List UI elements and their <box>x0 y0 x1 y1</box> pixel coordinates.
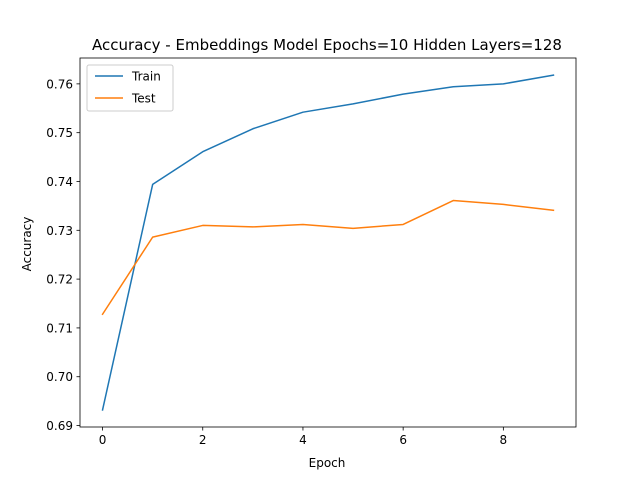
y-tick-label: 0.72 <box>46 273 73 287</box>
y-tick-label: 0.74 <box>46 175 73 189</box>
plot-area: 0 2 4 6 8 0.69 0.70 0.71 0.72 0.73 0.74 0.75 0.76 Tra… <box>46 57 577 447</box>
y-tick-label: 0.71 <box>46 321 73 335</box>
legend-label-test: Test <box>131 92 156 106</box>
y-axis-label: Accuracy <box>20 217 34 272</box>
y-tick-label: 0.70 <box>46 370 73 384</box>
y-tick-label: 0.69 <box>46 419 73 433</box>
x-axis-label: Epoch <box>309 456 346 470</box>
y-tick-label: 0.73 <box>46 224 73 238</box>
chart-title: Accuracy - Embeddings Model Epochs=10 Hi… <box>92 36 562 54</box>
axes-frame <box>79 57 577 428</box>
x-tick-label: 6 <box>399 433 407 447</box>
y-tick-label: 0.75 <box>46 126 73 140</box>
x-tick-label: 8 <box>500 433 508 447</box>
series-line-test <box>101 199 555 316</box>
y-tick-label: 0.76 <box>46 77 73 91</box>
x-tick-label: 4 <box>299 433 307 447</box>
legend-label-train: Train <box>131 70 161 84</box>
x-tick-label: 0 <box>99 433 107 447</box>
x-tick-label: 2 <box>199 433 207 447</box>
series-line-train <box>101 74 555 411</box>
